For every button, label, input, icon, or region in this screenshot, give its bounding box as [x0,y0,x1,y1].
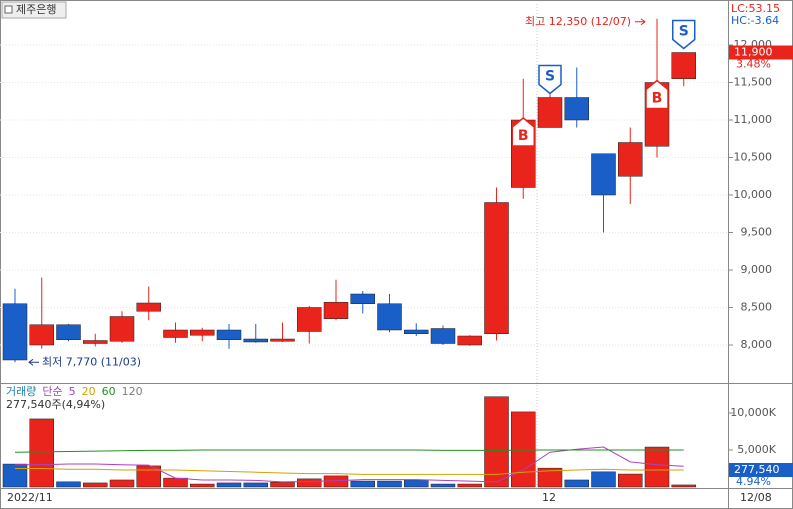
candle-body [618,142,643,177]
volume-bar [270,481,295,488]
candle-body [457,335,482,346]
candle-body [83,340,108,344]
candle-body [136,302,161,312]
legend-entry: 20 [82,385,96,398]
last-price-box [729,45,793,60]
candle-body [564,97,589,121]
signal-label: S [545,69,555,85]
candle-body [377,303,402,331]
volume-bar [190,483,215,488]
title-box [1,1,67,19]
y-tick-label: 9,500 [741,226,773,239]
candle-body [671,52,696,79]
volume-bar [29,418,54,488]
signal-label: B [652,91,663,107]
legend-entry: 5 [69,385,76,398]
signal-label: S [679,24,689,40]
volume-bar [564,479,589,488]
title-icon [4,5,13,14]
signal-label: B [518,128,529,144]
moving-average [14,449,684,453]
legend-entry: 60 [102,385,116,398]
volume-bar [163,477,188,488]
x-tick-label: 2022/11 [7,491,53,504]
candle-body [297,307,322,332]
last-price-label: 11,900 [734,46,773,59]
volume-bar [243,482,268,488]
candle-body [2,303,28,361]
candle-body [591,153,616,196]
volume-bar [216,482,242,488]
volume-bar [297,478,322,488]
volume-bar [404,479,429,488]
volume-info: 277,540주(4,94%) [6,398,105,411]
lc-label: LC:53.15 [731,2,780,15]
volume-bar [83,482,108,488]
candle-body [216,329,242,340]
low-annotation: 최저 7,770 (11/03) [42,355,141,368]
volume-bar [457,483,482,488]
candle-body [190,329,215,336]
candle-body [404,329,429,334]
high-arrow [635,18,646,26]
change-label: 3.48% [736,58,771,71]
candle-body [109,316,135,342]
legend-entry: 120 [122,385,143,398]
volume-bar [56,481,81,488]
y-tick-label: 11,500 [734,76,773,89]
candle-body [537,97,563,128]
candle-body [243,338,268,343]
y-tick-label: 8,500 [741,301,773,314]
y-tick-label: 10,000 [734,188,773,201]
volume-bar [323,475,349,488]
volume-bar [591,471,616,488]
volume-bar [350,480,375,488]
sell-signal [672,19,696,50]
y-tick-label: 10,500 [734,151,773,164]
last-volume-pct: 4.94% [736,475,771,488]
volume-bar [377,480,402,488]
candle-body [270,338,295,342]
candle-body [484,202,509,334]
chart-title: 제주은행 [16,3,56,16]
y-tick-label: 11,000 [734,113,773,126]
y-tick-label: 9,000 [741,263,773,276]
buy-signal [511,117,535,147]
candle-body [56,324,81,340]
sell-signal [538,64,562,95]
volume-bar [618,473,643,488]
volume-bar [136,465,161,488]
x-tick-label: 12 [542,491,556,504]
volume-bar [644,446,670,488]
volume-bar [430,483,456,488]
candle-body [163,329,188,338]
last-date: 12/08 [740,491,772,504]
volume-bar [537,467,563,488]
candle-body [323,302,349,319]
high-annotation: 최고 12,350 (12/07) [525,15,631,28]
volume-bar [2,463,28,488]
legend-entry: 단순 [42,385,62,398]
candle-body [29,324,54,346]
buy-signal [645,79,669,110]
y-tick-label: 5,000K [737,443,776,456]
moving-average [15,468,684,475]
volume-bar [671,484,696,488]
low-arrow [28,358,39,366]
volume-bar [511,411,536,488]
candle-body [350,293,375,304]
y-tick-label: 10,000K [730,406,776,419]
volume-bar [109,479,135,488]
legend-entry: 거래량 [6,385,36,398]
last-volume-box [729,463,793,477]
volume-bar [484,396,509,488]
y-tick-label: 8,000 [741,338,773,351]
hc-label: HC:-3.64 [731,14,779,27]
last-volume-label: 277,540 [734,463,780,476]
candle-body [430,328,456,344]
